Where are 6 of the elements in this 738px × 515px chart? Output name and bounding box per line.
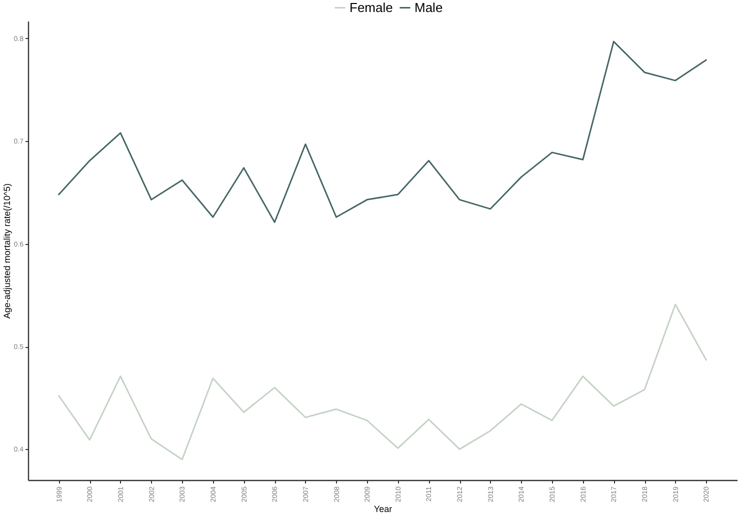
- legend-label: Male: [414, 0, 443, 15]
- legend-label: Female: [350, 0, 393, 15]
- line-series: [58, 304, 707, 460]
- y-axis-title: Age-adjusted mortality rate(/10^5): [2, 183, 12, 319]
- line-series: [58, 40, 707, 224]
- x-axis-title: Year: [374, 504, 392, 514]
